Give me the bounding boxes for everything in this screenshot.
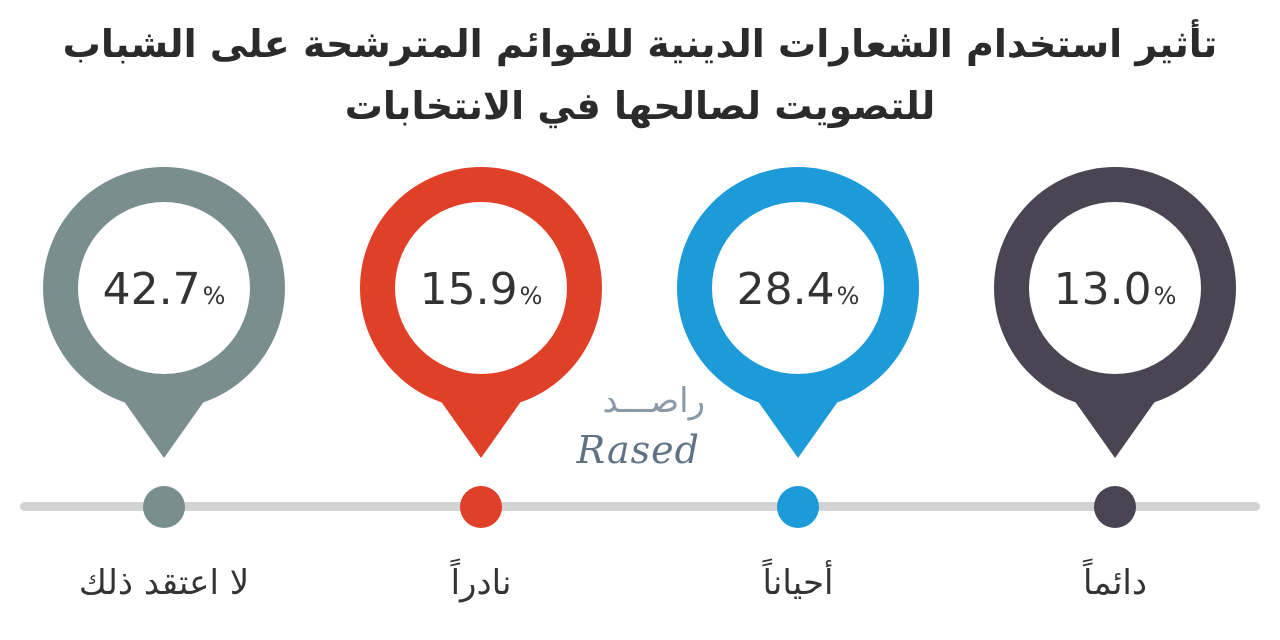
timeline-dot bbox=[1094, 486, 1136, 528]
pin-pointer bbox=[436, 394, 526, 458]
category-label: نادراً bbox=[450, 558, 512, 603]
timeline-dot bbox=[143, 486, 185, 528]
pin-pointer bbox=[753, 394, 843, 458]
pin-inner-circle bbox=[78, 202, 250, 374]
category-label: أحياناً bbox=[762, 558, 834, 603]
pin-3: 28.4% أحياناً bbox=[677, 167, 919, 603]
pin-2: 15.9% نادراً bbox=[360, 167, 602, 603]
value-label: 13.0% bbox=[1054, 264, 1177, 315]
pin-inner-circle bbox=[395, 202, 567, 374]
category-label: لا اعتقد ذلك bbox=[79, 563, 249, 603]
chart-title-line-2: للتصويت لصالحها في الانتخابات bbox=[344, 84, 936, 128]
value-number: 13.0 bbox=[1054, 264, 1152, 315]
category-label: دائماً bbox=[1082, 558, 1147, 603]
pin-1: 42.7% لا اعتقد ذلك bbox=[43, 167, 285, 603]
pins-group: 42.7% لا اعتقد ذلك 15.9% نادراً 28.4% أحياناً… bbox=[43, 167, 1236, 603]
timeline-track bbox=[20, 502, 1260, 511]
value-unit: % bbox=[837, 282, 860, 310]
value-unit: % bbox=[1154, 282, 1177, 310]
value-number: 15.9 bbox=[420, 264, 518, 315]
timeline-dot bbox=[460, 486, 502, 528]
logo-latin-text: Rased bbox=[576, 428, 700, 472]
pin-pointer bbox=[1070, 394, 1160, 458]
pin-inner-circle bbox=[1029, 202, 1201, 374]
value-unit: % bbox=[203, 282, 226, 310]
pin-pointer bbox=[119, 394, 209, 458]
rased-logo: راصـــد Rased bbox=[576, 381, 705, 472]
pin-inner-circle bbox=[712, 202, 884, 374]
timeline-dot bbox=[777, 486, 819, 528]
value-label: 15.9% bbox=[420, 264, 543, 315]
logo-arabic-text: راصـــد bbox=[603, 381, 705, 421]
pin-4: 13.0% دائماً bbox=[994, 167, 1236, 603]
value-number: 42.7 bbox=[103, 264, 201, 315]
value-number: 28.4 bbox=[737, 264, 835, 315]
chart-title-line-1: تأثير استخدام الشعارات الدينية للقوائم ا… bbox=[62, 22, 1218, 66]
value-label: 42.7% bbox=[103, 264, 226, 315]
value-label: 28.4% bbox=[737, 264, 860, 315]
value-unit: % bbox=[520, 282, 543, 310]
